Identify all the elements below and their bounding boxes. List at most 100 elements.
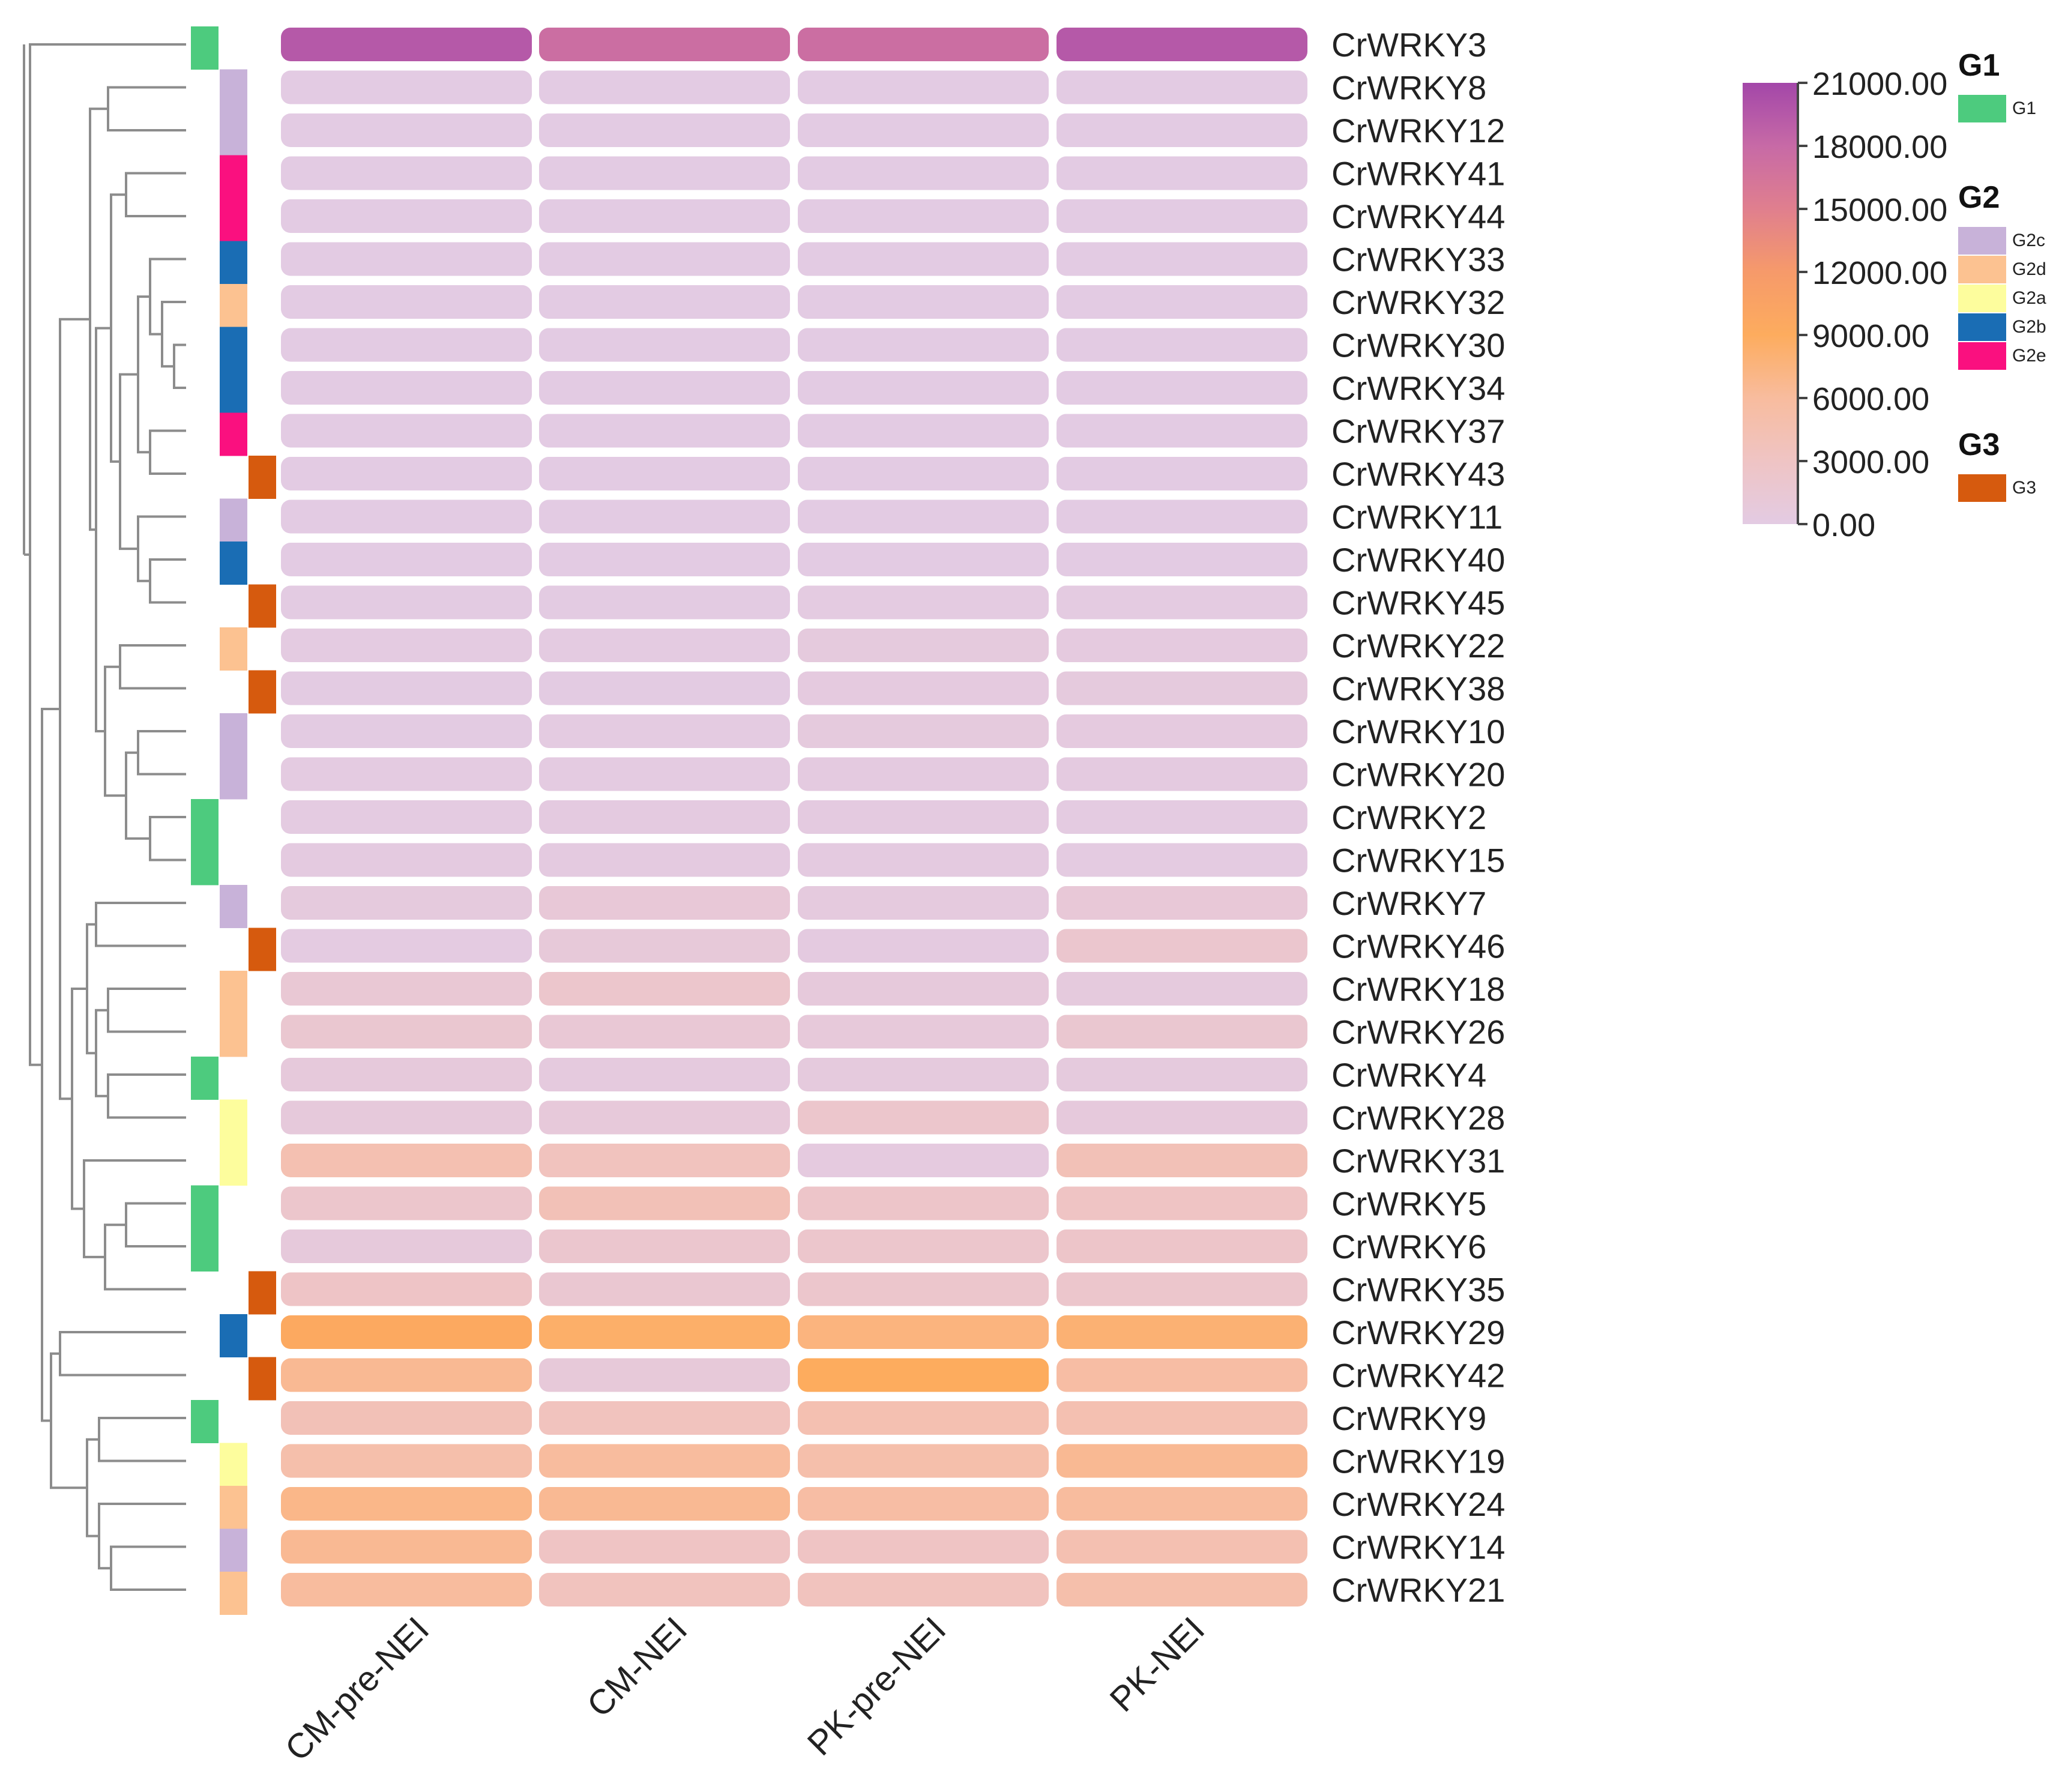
row-label: CrWRKY32 [1331, 283, 1505, 321]
row-label: CrWRKY18 [1331, 970, 1505, 1008]
heatmap-cell [539, 70, 790, 104]
heatmap-cell [1057, 1487, 1307, 1521]
heatmap-cells [281, 28, 1307, 1606]
heatmap-cell [281, 929, 532, 963]
group-marker [220, 412, 247, 456]
heatmap-cell [281, 1358, 532, 1392]
heatmap-cell [539, 1573, 790, 1606]
heatmap-cell [539, 972, 790, 1006]
row-label: CrWRKY6 [1331, 1228, 1486, 1266]
group-marker [191, 1057, 219, 1100]
heatmap-cell [281, 543, 532, 576]
row-label: CrWRKY45 [1331, 584, 1505, 622]
heatmap-cell [798, 585, 1049, 620]
group-marker [220, 1528, 247, 1572]
row-label: CrWRKY12 [1331, 112, 1505, 149]
heatmap-cell [281, 714, 532, 748]
dendrogram-branch [59, 318, 90, 1100]
row-label: CrWRKY4 [1331, 1056, 1486, 1094]
heatmap-cell [1057, 457, 1307, 490]
heatmap-cell [798, 1444, 1049, 1478]
row-label: CrWRKY21 [1331, 1571, 1505, 1609]
row-label: CrWRKY46 [1331, 928, 1505, 965]
heatmap-cell [281, 285, 532, 319]
heatmap-cell [539, 714, 790, 748]
heatmap-cell [539, 1058, 790, 1091]
dendrogram-branch [107, 1073, 186, 1119]
heatmap-cell [798, 757, 1049, 791]
dendrogram-branch [125, 172, 186, 217]
heatmap-cell [281, 156, 532, 190]
column-label: CM-NEI [579, 1609, 695, 1725]
dendrogram-branch [149, 429, 186, 475]
heatmap-cell [281, 1401, 532, 1435]
heatmap-cell [1057, 1015, 1307, 1049]
heatmap-cell [539, 1100, 790, 1135]
heatmap-cell [539, 499, 790, 534]
heatmap-cell [798, 199, 1049, 233]
dendrogram-branch [104, 1223, 186, 1291]
heatmap-cell [281, 1144, 532, 1177]
heatmap-cell [798, 1272, 1049, 1306]
group-marker [220, 284, 247, 327]
heatmap-cell [281, 1015, 532, 1049]
row-label: CrWRKY38 [1331, 670, 1505, 708]
dendrogram-branch [125, 1202, 186, 1247]
row-label: CrWRKY40 [1331, 541, 1505, 579]
color-scale-tick-label: 21000.00 [1812, 66, 1947, 102]
dendrogram-branch [119, 373, 138, 551]
color-scale-tick-label: 18000.00 [1812, 129, 1947, 165]
heatmap-cell [1057, 843, 1307, 877]
heatmap-cell [539, 1144, 790, 1177]
heatmap-cell [1057, 328, 1307, 362]
heatmap-cell [798, 1315, 1049, 1349]
heatmap-cell [281, 843, 532, 877]
heatmap-cell [798, 886, 1049, 920]
dendrogram-branch [149, 558, 186, 604]
heatmap-cell [281, 414, 532, 448]
dendrogram-branch [98, 1417, 186, 1462]
heatmap-cell [1057, 886, 1307, 920]
row-label: CrWRKY28 [1331, 1099, 1505, 1137]
color-scale-bar [1743, 83, 1797, 524]
heatmap-cell [281, 1530, 532, 1564]
heatmap-cell [1057, 1058, 1307, 1091]
row-label: CrWRKY30 [1331, 327, 1505, 364]
group-marker [191, 842, 219, 885]
legend-item-label: G2c [2012, 231, 2045, 250]
heatmap-cell [539, 671, 790, 705]
heatmap-cell [798, 800, 1049, 834]
heatmap-cell [798, 1573, 1049, 1606]
group-marker [220, 542, 247, 585]
row-label: CrWRKY20 [1331, 756, 1505, 794]
legend-item-label: G2e [2012, 346, 2046, 366]
heatmap-cell [1057, 714, 1307, 748]
heatmap-cell [539, 1272, 790, 1306]
heatmap-cell [798, 1358, 1049, 1392]
heatmap-cell [1057, 70, 1307, 104]
heatmap-cell [539, 156, 790, 190]
column-label: PK-NEI [1102, 1609, 1212, 1719]
group-marker [220, 112, 247, 155]
color-scale-tick-label: 3000.00 [1812, 444, 1929, 480]
dendrogram-branch [89, 107, 108, 531]
heatmap-cell [281, 800, 532, 834]
dendrogram-branch [137, 295, 150, 454]
column-labels: CM-pre-NEI CM-NEI PK-pre-NEI PK-NEI [277, 1609, 1212, 1769]
dendrogram-branch [149, 816, 186, 861]
heatmap-cell [1057, 1401, 1307, 1435]
legend-swatch [1958, 95, 2006, 122]
heatmap-cell [281, 757, 532, 791]
heatmap-cell [539, 1315, 790, 1349]
row-label: CrWRKY41 [1331, 155, 1505, 193]
heatmap-cell [1057, 585, 1307, 620]
heatmap-cell [1057, 156, 1307, 190]
dendrogram-branch [173, 343, 186, 389]
heatmap-cell [1057, 371, 1307, 405]
heatmap-cell [1057, 1144, 1307, 1177]
group-marker [249, 456, 276, 499]
heatmap-cell [281, 371, 532, 405]
heatmap-cell [281, 242, 532, 276]
legend-item-label: G2b [2012, 317, 2046, 337]
heatmap-cell [281, 629, 532, 662]
